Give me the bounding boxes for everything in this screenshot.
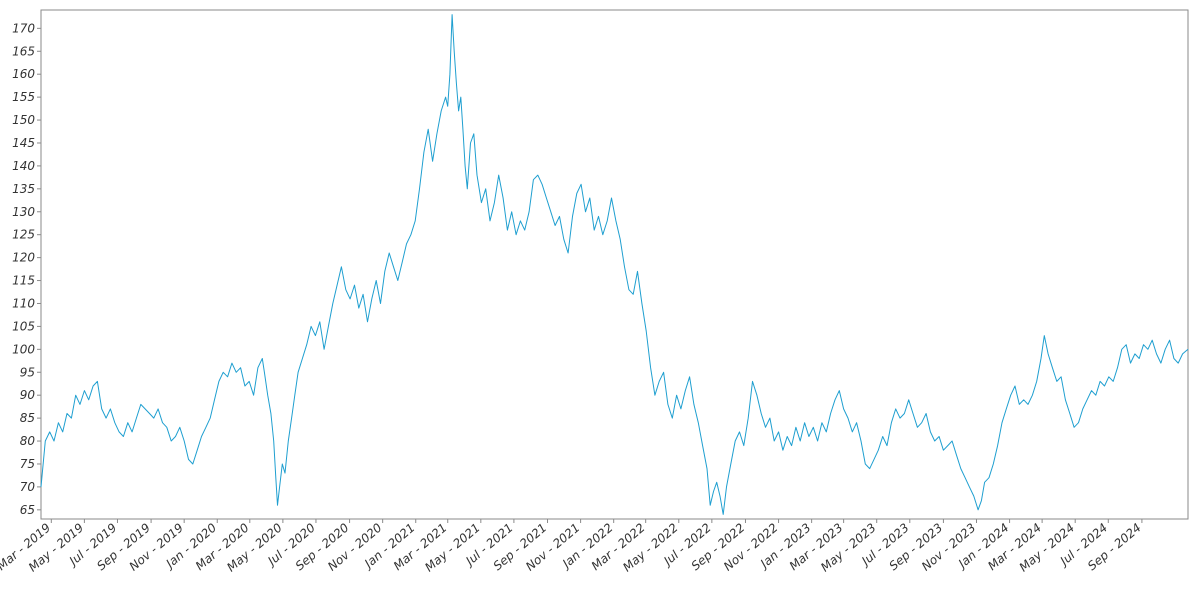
y-tick-label: 140 [12,159,35,173]
y-tick-label: 95 [20,365,35,379]
y-tick-label: 90 [20,388,36,402]
y-tick-label: 105 [12,319,35,333]
y-axis: 65 70 75 80 85 90 95 100 105 110 115 120 125 130 135 14… [12,21,41,517]
y-tick-label: 150 [12,113,35,127]
y-tick-label: 130 [12,205,35,219]
y-tick-label: 75 [20,457,35,471]
y-tick-label: 120 [12,251,35,265]
y-tick-label: 125 [12,228,35,242]
y-tick-label: 115 [12,274,35,288]
y-tick-label: 100 [12,342,35,356]
y-tick-label: 65 [20,503,35,517]
y-tick-label: 155 [12,90,35,104]
y-tick-label: 135 [12,182,35,196]
y-tick-label: 80 [20,434,36,448]
series-layer [40,14,1189,515]
y-tick-label: 145 [12,136,35,150]
y-tick-label: 85 [20,411,35,425]
y-tick-label: 70 [20,480,36,494]
y-tick-label: 110 [12,296,35,310]
series-line [40,14,1189,515]
y-tick-label: 160 [12,67,35,81]
plot-frame [40,9,1189,520]
y-tick-label: 170 [12,21,35,35]
y-tick-label: 165 [12,44,35,58]
